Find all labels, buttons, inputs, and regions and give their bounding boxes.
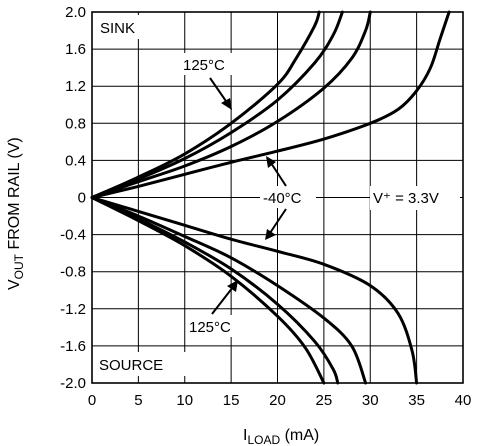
y-tick-label-8: 1.2 — [65, 78, 86, 95]
arrow-hot-sink-head — [221, 98, 232, 110]
x-axis-label-unit: (mA) — [280, 427, 319, 444]
x-tick-label-1: 5 — [134, 392, 142, 409]
y-axis-label-sub: OUT — [12, 253, 26, 279]
y-tick-label-0: -2.0 — [60, 375, 86, 392]
temp-hot-sink-label: 125°C — [183, 57, 225, 74]
source-label: SOURCE — [99, 357, 163, 374]
x-tick-label-0: 0 — [88, 392, 96, 409]
temp-hot-source-bg — [186, 315, 244, 337]
y-tick-label-6: 0.4 — [65, 152, 86, 169]
temp-cold-bg — [260, 186, 316, 208]
source-curve-4 — [90, 196, 419, 385]
x-tick-labels: 0 5 10 15 20 25 30 35 40 — [88, 392, 472, 409]
y-tick-label-1: -1.6 — [60, 338, 86, 355]
sink-label: SINK — [100, 20, 135, 37]
x-tick-label-6: 30 — [362, 392, 379, 409]
plot-frame — [91, 11, 464, 384]
source-curve-3 — [90, 196, 368, 385]
x-axis-label-main: I — [243, 427, 247, 444]
x-tick-label-8: 40 — [455, 392, 472, 409]
arrow-hot-source-head — [227, 280, 238, 292]
temp-hot-sink-bg — [180, 53, 238, 75]
curves — [90, 10, 451, 385]
y-tick-label-7: 0.8 — [65, 115, 86, 132]
arrow-cold-down-head — [265, 229, 276, 240]
source-curve-1 — [90, 196, 326, 385]
temp-hot-source-label: 125°C — [189, 319, 231, 336]
y-tick-label-10: 2.0 — [65, 4, 86, 21]
x-axis-label: ILOAD (mA) — [243, 427, 319, 446]
y-tick-labels: -2.0 -1.6 -1.2 -0.8 -0.4 0 0.4 0.8 1.2 1.6 2.0 — [60, 4, 86, 392]
y-tick-label-4: -0.4 — [60, 227, 86, 244]
supply-label-bg — [370, 186, 460, 210]
arrow-cold-up-head — [266, 156, 276, 168]
sink-curve-1 — [90, 10, 321, 199]
x-tick-label-2: 10 — [176, 392, 193, 409]
y-tick-label-2: -1.2 — [60, 301, 86, 318]
y-axis-label-rest: FROM RAIL (V) — [6, 137, 23, 254]
source-curve-2 — [90, 196, 340, 385]
supply-label: V⁺ = 3.3V — [373, 190, 439, 207]
sink-curve-3 — [90, 10, 372, 199]
sink-curve-4 — [90, 10, 451, 199]
y-axis-label: VOUT FROM RAIL (V) — [6, 137, 26, 290]
arrow-cold-up — [270, 162, 287, 187]
arrow-cold-down — [269, 208, 287, 234]
y-tick-label-3: -0.8 — [60, 264, 86, 281]
temp-cold-label: -40°C — [263, 190, 302, 207]
x-tick-label-7: 35 — [408, 392, 425, 409]
pointer-arrows — [209, 77, 287, 315]
y-axis-label-main: V — [6, 279, 23, 290]
arrow-hot-sink — [209, 77, 229, 105]
x-tick-label-5: 25 — [316, 392, 333, 409]
x-tick-label-3: 15 — [223, 392, 240, 409]
y-tick-label-5: 0 — [78, 190, 86, 207]
sink-curve-2 — [90, 10, 344, 199]
sink-label-bg — [96, 15, 154, 39]
arrow-hot-source — [211, 286, 234, 315]
x-axis-label-sub: LOAD — [247, 433, 280, 446]
source-label-bg — [96, 352, 186, 376]
x-tick-label-4: 20 — [269, 392, 286, 409]
y-tick-label-9: 1.6 — [65, 41, 86, 58]
